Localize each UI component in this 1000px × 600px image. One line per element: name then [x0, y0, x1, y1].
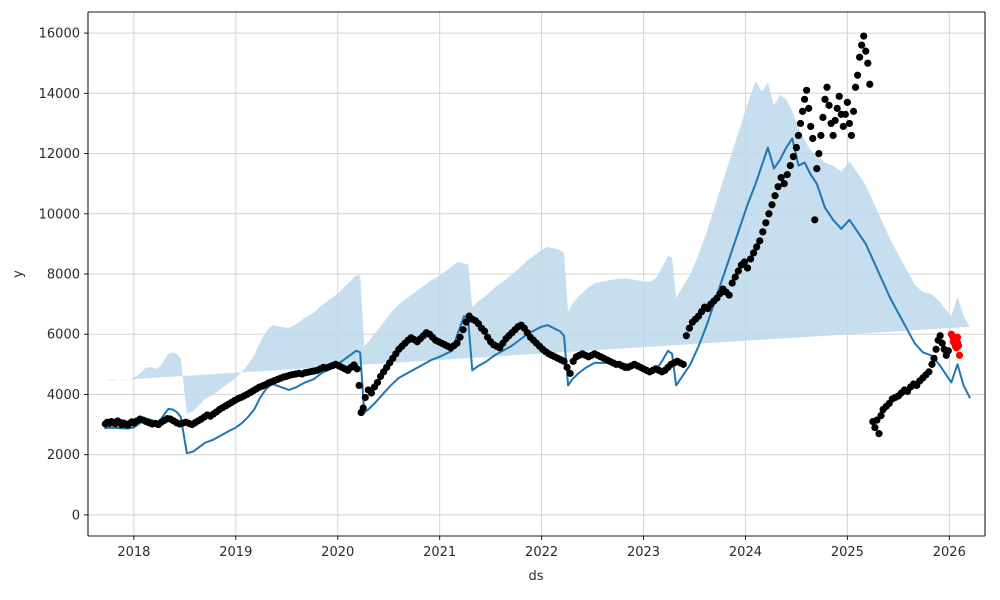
- x-axis-label: ds: [528, 569, 543, 584]
- grid-lines: [88, 12, 985, 536]
- y-axis-ticks: 0 2000 4000 6000 8000 10000 12000 14000 16000: [39, 27, 88, 523]
- x-tick-label: 2025: [831, 545, 864, 560]
- axes-spines: [87, 11, 986, 537]
- y-tick-label: 4000: [47, 388, 80, 403]
- y-tick-label: 10000: [39, 207, 80, 222]
- x-tick-label: 2020: [321, 545, 354, 560]
- y-tick-label: 16000: [39, 27, 80, 42]
- y-tick-label: 0: [72, 508, 80, 523]
- y-axis-label: y: [11, 270, 26, 278]
- highlight-points: [947, 330, 964, 359]
- x-tick-label: 2023: [627, 545, 660, 560]
- x-tick-label: 2019: [219, 545, 252, 560]
- y-tick-label: 2000: [47, 448, 80, 463]
- y-tick-label: 6000: [47, 328, 80, 343]
- y-tick-label: 8000: [47, 268, 80, 283]
- x-tick-label: 2018: [117, 545, 150, 560]
- x-tick-label: 2021: [423, 545, 456, 560]
- x-tick-label: 2022: [525, 545, 558, 560]
- x-axis-ticks: 2018 2019 2020 2021 2022 2023 2024 2025 2026: [117, 536, 966, 560]
- observed-points: [101, 32, 952, 438]
- y-tick-label: 14000: [39, 87, 80, 102]
- x-tick-label: 2024: [729, 545, 762, 560]
- uncertainty-band: [105, 81, 970, 415]
- forecast-line: [104, 137, 971, 455]
- x-tick-label: 2026: [933, 545, 966, 560]
- y-tick-label: 12000: [39, 147, 80, 162]
